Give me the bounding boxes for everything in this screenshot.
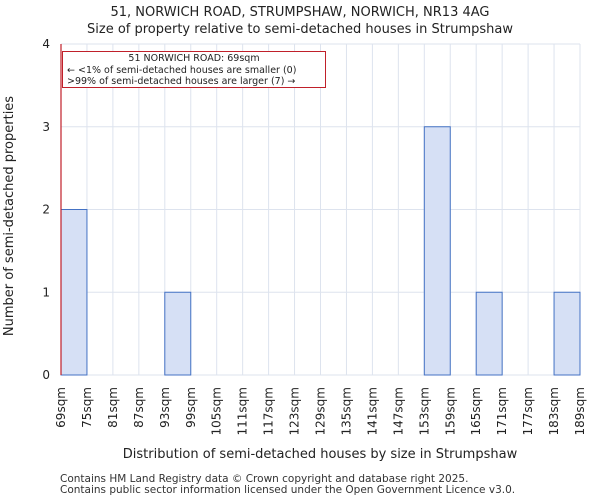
- x-tick-label: 87sqm: [132, 387, 146, 428]
- bar-layer: [60, 126, 581, 376]
- x-tick-label: 111sqm: [236, 387, 250, 435]
- axis-layer: 0 1 2 3 4 69sqm 75sqm 81sqm 87sqm 93sqm 99sqm 105sq…: [42, 37, 587, 435]
- bar-93sqm: [164, 291, 192, 376]
- x-tick-label: 117sqm: [262, 387, 276, 435]
- x-tick-label: 147sqm: [391, 387, 405, 435]
- y-axis-label: Number of semi-detached properties: [2, 96, 17, 336]
- y-tick-label: 2: [42, 203, 50, 217]
- y-tick-label: 1: [42, 285, 50, 299]
- y-tick-label: 3: [42, 120, 50, 134]
- bar-153sqm: [423, 126, 451, 376]
- x-tick-label: 69sqm: [54, 387, 68, 428]
- x-tick-label: 189sqm: [573, 387, 587, 435]
- x-tick-label: 177sqm: [521, 387, 535, 435]
- x-tick-label: 135sqm: [339, 387, 353, 435]
- x-tick-label: 159sqm: [443, 387, 457, 435]
- bar-183sqm: [553, 291, 581, 376]
- footer-licence: Contains public sector information licen…: [60, 484, 516, 496]
- footer-copyright: Contains HM Land Registry data © Crown c…: [60, 473, 469, 485]
- y-tick-label: 4: [42, 37, 50, 51]
- x-tick-label: 141sqm: [365, 387, 379, 435]
- x-tick-label: 81sqm: [106, 387, 120, 428]
- chart-svg: 0 1 2 3 4 69sqm 75sqm 81sqm 87sqm 93sqm 99sqm 105sq…: [2, 37, 587, 462]
- bar-165sqm: [475, 291, 503, 376]
- property-annotation-box: 51 NORWICH ROAD: 69sqm ← <1% of semi-det…: [62, 51, 326, 88]
- chart-subtitle: Size of property relative to semi-detach…: [87, 22, 513, 37]
- annotation-line-3: >99% of semi-detached houses are larger …: [67, 76, 296, 87]
- annotation-line-2: ← <1% of semi-detached houses are smalle…: [67, 64, 297, 76]
- bar-69sqm: [60, 209, 88, 376]
- x-tick-label: 105sqm: [210, 387, 224, 435]
- x-tick-label: 183sqm: [547, 387, 561, 435]
- x-tick-label: 99sqm: [184, 387, 198, 428]
- y-tick-label: 0: [42, 368, 50, 382]
- chart-title: 51, NORWICH ROAD, STRUMPSHAW, NORWICH, N…: [110, 5, 490, 20]
- x-tick-label: 93sqm: [158, 387, 172, 428]
- x-tick-label: 153sqm: [417, 387, 431, 435]
- x-tick-label: 75sqm: [80, 387, 94, 428]
- x-tick-label: 123sqm: [288, 387, 302, 435]
- x-tick-label: 129sqm: [314, 387, 328, 435]
- x-axis-label: Distribution of semi-detached houses by …: [123, 447, 518, 462]
- x-tick-label: 171sqm: [495, 387, 509, 435]
- x-tick-label: 165sqm: [469, 387, 483, 435]
- annotation-line-1: 51 NORWICH ROAD: 69sqm: [128, 53, 260, 64]
